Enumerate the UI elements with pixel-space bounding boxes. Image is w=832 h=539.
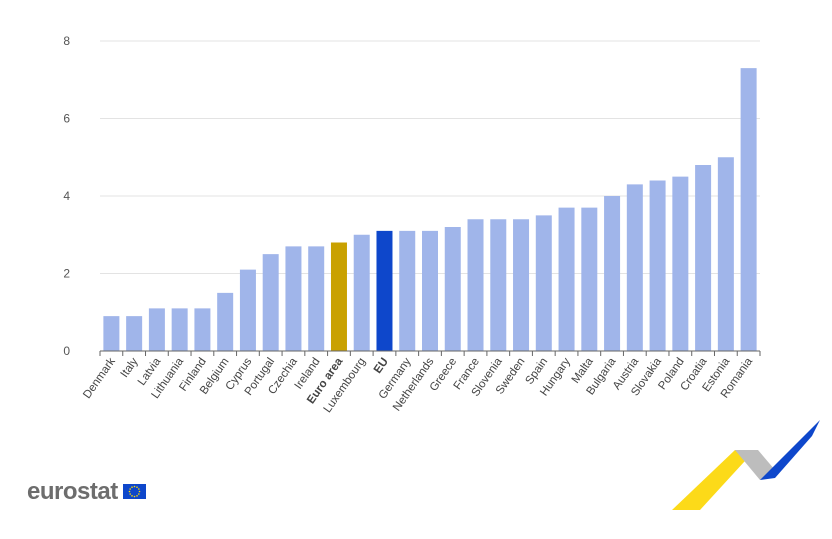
- flag-star: [128, 490, 131, 493]
- y-tick-label: 6: [63, 112, 70, 126]
- bar-eu: [376, 230, 393, 351]
- bar-austria: [626, 184, 643, 351]
- x-tick-label: EU: [372, 356, 391, 376]
- bar-portugal: [262, 254, 279, 351]
- flag-star: [138, 493, 140, 495]
- flag-star: [129, 488, 131, 490]
- bar-greece: [444, 227, 461, 351]
- flag-star: [133, 495, 136, 498]
- bar-croatia: [695, 165, 712, 351]
- bar-france: [467, 219, 484, 351]
- flag-star: [131, 495, 133, 497]
- flag-star: [133, 485, 136, 488]
- y-tick-label: 8: [63, 34, 70, 48]
- flag-star: [136, 486, 138, 488]
- bar-denmark: [103, 316, 120, 351]
- flag-star: [136, 495, 138, 497]
- y-tick-label: 4: [63, 189, 70, 203]
- bar-ireland: [308, 246, 325, 351]
- bar-sweden: [513, 219, 530, 351]
- bar-slovakia: [649, 180, 666, 351]
- bar-euro-area: [330, 242, 347, 351]
- bar-bulgaria: [604, 196, 621, 351]
- bar-luxembourg: [353, 234, 370, 351]
- bar-czechia: [285, 246, 302, 351]
- bar-malta: [581, 207, 598, 351]
- bar-finland: [194, 308, 211, 351]
- bar-italy: [126, 316, 143, 351]
- y-tick-label: 0: [63, 344, 70, 358]
- bar-poland: [672, 176, 689, 351]
- flag-star: [138, 490, 141, 493]
- flag-star: [131, 486, 133, 488]
- bar-netherlands: [422, 230, 438, 351]
- y-tick-label: 2: [63, 267, 70, 281]
- bar-estonia: [717, 157, 734, 351]
- bar-latvia: [148, 308, 165, 351]
- bar-lithuania: [171, 308, 188, 351]
- flag-star: [129, 493, 131, 495]
- bar-spain: [535, 215, 552, 351]
- bar-belgium: [217, 292, 234, 351]
- eu-flag-icon: [123, 484, 146, 499]
- x-tick-label: Italy: [119, 356, 141, 380]
- bar-slovenia: [490, 219, 507, 351]
- bar-germany: [399, 230, 416, 351]
- x-tick-label: Denmark: [81, 356, 118, 401]
- bar-hungary: [558, 207, 575, 351]
- decorative-blue-ribbon: [760, 420, 820, 480]
- bar-cyprus: [239, 269, 256, 351]
- flag-star: [138, 488, 140, 490]
- bar-romania: [740, 68, 757, 351]
- decorative-grey-ribbon: [735, 450, 775, 480]
- eurostat-logo: eurostat: [27, 478, 118, 505]
- decorative-yellow-ribbon: [672, 450, 755, 510]
